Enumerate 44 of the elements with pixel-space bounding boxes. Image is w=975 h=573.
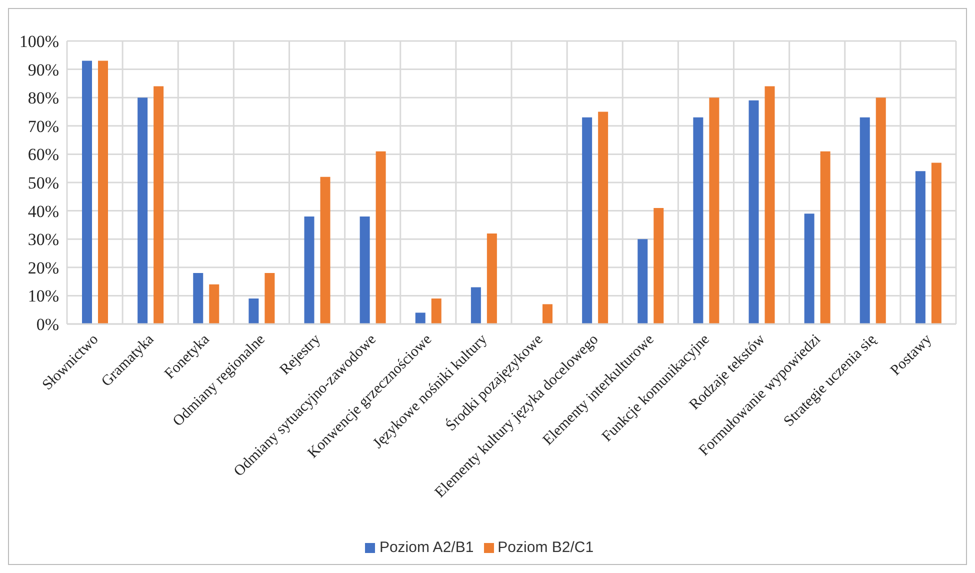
bar [82,60,92,324]
bar [542,304,552,324]
bar [804,214,814,324]
bar [360,216,370,324]
y-tick-label: 80% [28,88,59,108]
bar [209,284,220,324]
bar [709,98,720,324]
bar [931,162,942,324]
bar [638,239,648,324]
bar [486,233,497,324]
bar [693,117,704,324]
bar [138,98,148,324]
bar [376,151,386,324]
bar [582,117,592,324]
bar [154,86,164,324]
bar [264,273,275,324]
bar [860,117,870,324]
bar [470,287,481,324]
y-tick-label: 20% [28,258,59,278]
y-tick-label: 100% [19,32,59,52]
bar [304,216,314,324]
bar [248,298,259,324]
y-tick-label: 70% [28,116,59,136]
y-tick-label: 50% [28,174,59,193]
y-tick-label: 90% [28,60,59,80]
y-tick-label: 40% [28,202,59,221]
bar [98,60,108,324]
bar [598,112,608,324]
y-tick-label: 10% [28,286,59,306]
bar [320,176,330,324]
bar [764,86,775,324]
bar [193,273,204,324]
bar [415,312,426,324]
legend-label: Poziom B2/C1 [498,539,594,556]
bar [654,208,664,324]
bar [431,298,442,324]
y-tick-label: 0% [36,315,59,334]
y-tick-label: 30% [28,230,59,250]
y-tick-label: 60% [28,145,59,164]
bar [820,151,830,324]
bar [876,98,886,324]
bar [748,100,759,324]
bar [915,171,926,324]
legend-label: Poziom A2/B1 [379,539,474,556]
